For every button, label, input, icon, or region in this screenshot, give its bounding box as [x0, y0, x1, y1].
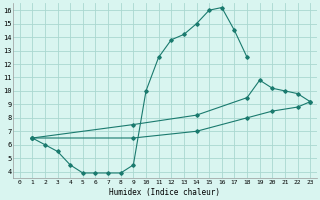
X-axis label: Humidex (Indice chaleur): Humidex (Indice chaleur) [109, 188, 220, 197]
